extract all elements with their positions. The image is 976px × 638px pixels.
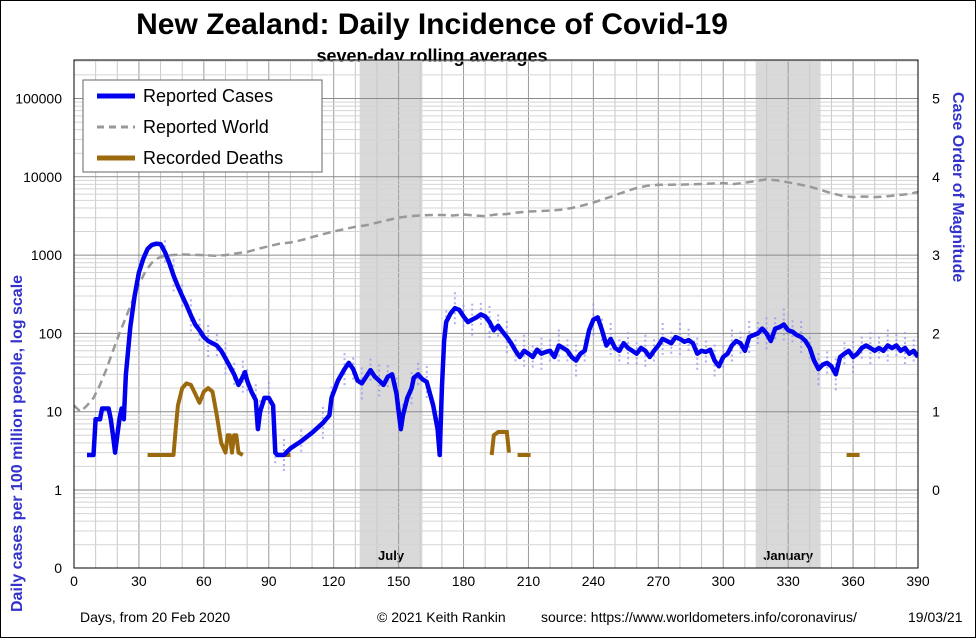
x-tick-label: 210 [517,573,541,589]
right-tick-label: 1 [932,404,940,420]
x-tick-label: 330 [776,573,800,589]
x-tick-label: 180 [452,573,476,589]
y-tick-label: 10000 [23,169,62,185]
copyright: © 2021 Keith Rankin [377,609,506,625]
y-tick-label: 100 [39,325,63,341]
series-reported-cases [87,241,918,458]
right-ticks: 0 1 2 3 4 5 [932,91,940,499]
shaded-periods: July January [359,60,821,568]
x-tick-label: 300 [712,573,736,589]
right-tick-label: 5 [932,91,940,107]
chart-title: New Zealand: Daily Incidence of Covid-19 [136,8,728,41]
legend-label-cases: Reported Cases [143,86,273,106]
y-ticks: 1 10 100 1000 10000 100000 0 [15,91,62,577]
x-tick-label: 0 [70,573,78,589]
right-tick-label: 2 [932,325,940,341]
legend-label-world: Reported World [143,117,269,137]
chart-subtitle: seven-day rolling averages [316,46,547,66]
x-ticks: 0 30 60 90 120 150 180 210 240 270 300 330 360 390 [70,573,930,589]
y-tick-label: 0 [54,560,62,576]
right-tick-label: 4 [932,169,940,185]
x-tick-label: 270 [647,573,671,589]
series-group [74,178,918,471]
x-tick-label: 60 [196,573,212,589]
x-tick-label: 240 [582,573,606,589]
series-recorded-deaths-segment [489,430,511,456]
date-stamp: 19/03/21 [908,609,963,625]
right-tick-label: 0 [932,482,940,498]
x-tick-label: 150 [387,573,411,589]
legend-label-deaths: Recorded Deaths [143,148,283,168]
x-tick-label: 90 [261,573,277,589]
x-tick-label: 30 [131,573,147,589]
y-axis-label: Daily cases per 100 million people, log … [9,275,26,612]
y-tick-label: 1 [54,482,62,498]
series-reported-world [74,178,918,414]
plot-area [73,59,919,569]
legend: Reported Cases Reported World Recorded D… [82,79,323,173]
right-axis-label: Case Order of Magnitude [949,92,966,282]
shaded-band-label: July [378,548,405,563]
series-recorded-deaths [147,381,244,457]
right-tick-label: 3 [932,247,940,263]
y-tick-label: 100000 [15,91,62,107]
x-tick-label: 390 [906,573,930,589]
x-tick-label: 360 [841,573,865,589]
x-axis-label: Days, from 20 Feb 2020 [80,609,230,625]
y-tick-label: 10 [46,404,62,420]
x-tick-label: 120 [322,573,346,589]
shaded-band [359,60,423,568]
source-link[interactable]: source: https://www.worldometers.info/co… [541,609,857,625]
y-tick-label: 1000 [31,247,62,263]
